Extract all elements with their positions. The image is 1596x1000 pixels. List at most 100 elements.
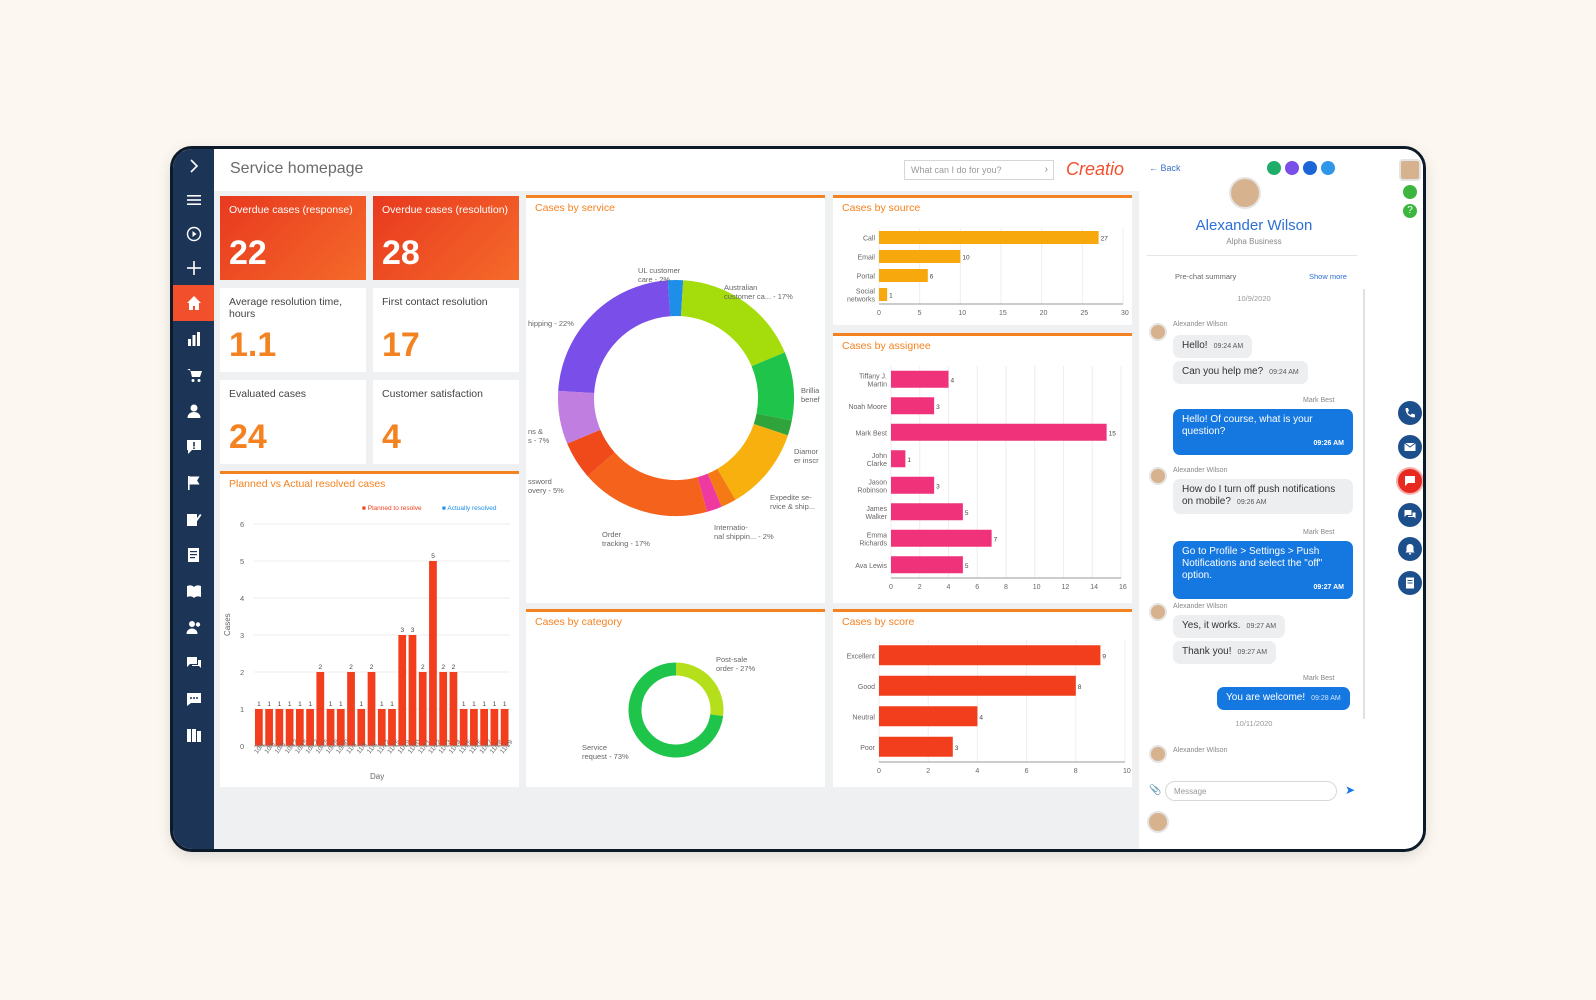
slice-label: Brillia <box>801 386 820 395</box>
message-text: Yes, it works. <box>1182 620 1241 631</box>
bar <box>357 709 366 746</box>
menu-icon[interactable] <box>173 183 214 217</box>
slice-label: order - 27% <box>716 664 756 673</box>
category-label: networks <box>847 297 876 304</box>
category-label: Good <box>858 684 875 691</box>
y-axis-label: Cases <box>223 613 232 636</box>
help-icon[interactable]: ? <box>1403 204 1417 218</box>
viber-icon[interactable] <box>1285 161 1299 175</box>
chat-panel: ← Back Alexander Wilson Alpha Business P… <box>1139 149 1423 849</box>
bar <box>285 709 294 746</box>
x-tick-label: 15 <box>999 310 1007 317</box>
kpi-customer-satisfaction[interactable]: Customer satisfaction 4 <box>373 380 519 464</box>
x-tick-label: 4 <box>947 584 951 591</box>
message-input[interactable]: Message <box>1165 781 1337 801</box>
send-icon[interactable]: ➤ <box>1345 783 1356 797</box>
chat-bubble-icon[interactable] <box>1398 469 1422 493</box>
data-label: 1 <box>278 701 282 708</box>
agent-avatar[interactable] <box>1147 811 1169 833</box>
show-more-link[interactable]: Show more <box>1309 272 1347 281</box>
bar <box>388 709 396 746</box>
category-label: Walker <box>865 514 887 521</box>
kpi-overdue-response[interactable]: Overdue cases (response) 22 <box>220 196 366 280</box>
scrollbar[interactable] <box>1363 289 1365 719</box>
creatio-logo: Creatio <box>1066 159 1125 179</box>
bell-icon[interactable] <box>1398 537 1422 561</box>
kpi-value: 4 <box>382 418 401 456</box>
category-label: Noah Moore <box>848 404 887 411</box>
facebook-icon[interactable] <box>1303 161 1317 175</box>
data-label: 9 <box>1102 653 1106 660</box>
bar <box>408 635 417 746</box>
category-label: Tiffany J. <box>859 373 887 380</box>
chart-title: Cases by score <box>842 616 915 628</box>
user-avatar[interactable] <box>1399 159 1421 181</box>
x-tick-label: 20 <box>1040 310 1048 317</box>
donut-slice <box>587 451 708 516</box>
attach-icon[interactable]: 📎 <box>1149 785 1162 796</box>
plus-icon[interactable] <box>173 251 214 285</box>
play-icon[interactable] <box>173 217 214 251</box>
book-icon[interactable] <box>173 573 214 609</box>
y-tick-label: 1 <box>240 705 244 714</box>
messages-icon[interactable] <box>1398 503 1422 527</box>
contact-icon[interactable] <box>1321 161 1335 175</box>
slice-label: benef <box>801 395 821 404</box>
cases-by-score-chart: Cases by score 0 2 4 6 8 10 9 Excellent 8 Good 4 Ne… <box>833 609 1132 787</box>
x-tick-label: 10 <box>1033 584 1041 591</box>
edit-icon[interactable] <box>173 501 214 537</box>
chevron-right-icon[interactable] <box>173 149 214 183</box>
category-label: Robinson <box>857 487 887 494</box>
chat-message-in: How do I turn off push notifications on … <box>1173 479 1353 514</box>
message-time: 09:26 AM <box>1313 440 1344 447</box>
back-link[interactable]: ← Back <box>1149 163 1181 173</box>
phone-icon[interactable] <box>1398 401 1422 425</box>
divider <box>1147 255 1357 256</box>
library-icon[interactable] <box>173 717 214 753</box>
chat-channel-icon[interactable] <box>1267 161 1281 175</box>
message-icon[interactable] <box>173 681 214 717</box>
category-label: Excellent <box>847 653 875 660</box>
alert-icon[interactable] <box>173 429 214 465</box>
data-label: 1 <box>360 701 364 708</box>
top-header: Service homepage What can I do for you? … <box>214 149 1139 191</box>
command-search-input[interactable]: What can I do for you? › <box>904 160 1054 180</box>
flag-icon[interactable] <box>173 465 214 501</box>
bar <box>265 709 273 746</box>
bar <box>490 709 499 746</box>
slice-label: s - 7% <box>528 436 550 445</box>
bar <box>295 709 304 746</box>
category-label: Clarke <box>867 461 887 468</box>
kpi-overdue-resolution[interactable]: Overdue cases (resolution) 28 <box>373 196 519 280</box>
email-icon[interactable] <box>1398 435 1422 459</box>
contact-company[interactable]: Alpha Business <box>1226 237 1282 246</box>
gear-icon[interactable] <box>1403 185 1417 199</box>
cart-icon[interactable] <box>173 357 214 393</box>
contacts-icon[interactable] <box>173 609 214 645</box>
x-tick-label: 0 <box>877 768 881 775</box>
slice-label: rvice & ship... <box>770 502 815 511</box>
kpi-avg-resolution-time[interactable]: Average resolution time, hours 1.1 <box>220 288 366 372</box>
document-icon[interactable] <box>1398 571 1422 595</box>
chat-icon[interactable] <box>173 645 214 681</box>
communication-rail: ? <box>1389 149 1423 849</box>
kpi-evaluated-cases[interactable]: Evaluated cases 24 <box>220 380 366 464</box>
kpi-label: Average resolution time, hours <box>229 296 343 320</box>
chart-title: Cases by source <box>842 202 921 214</box>
slice-label: care - 2% <box>638 275 670 284</box>
legend-item: ■ Planned to resolve <box>362 505 422 512</box>
kpi-first-contact-resolution[interactable]: First contact resolution 17 <box>373 288 519 372</box>
chevron-right-icon[interactable]: › <box>1044 164 1048 175</box>
data-label: 3 <box>936 404 940 411</box>
notes-icon[interactable] <box>173 537 214 573</box>
person-icon[interactable] <box>173 393 214 429</box>
donut-slice <box>675 662 724 716</box>
bar-chart-icon[interactable] <box>173 321 214 357</box>
data-label: 2 <box>421 664 425 671</box>
home-icon[interactable] <box>173 285 214 321</box>
kpi-label: Evaluated cases <box>229 388 307 400</box>
category-label: Emma <box>867 532 887 539</box>
sender-name: Alexander Wilson <box>1173 747 1228 754</box>
cases-by-category-chart: Cases by category Post-sale order - 27% Se… <box>526 609 825 787</box>
bar <box>879 288 888 301</box>
